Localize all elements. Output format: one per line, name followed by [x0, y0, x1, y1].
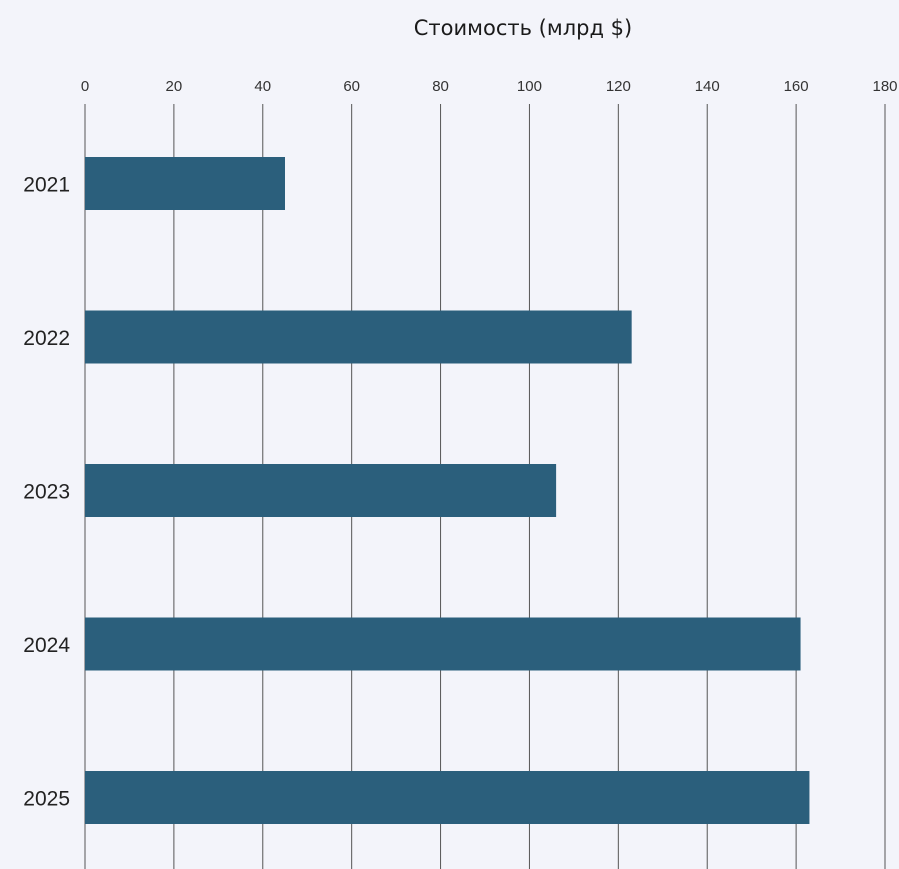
- y-axis-ticks: 2021 2022 2023 2024 2025: [23, 174, 70, 811]
- bars: [85, 157, 810, 824]
- y-tick-label: 2023: [23, 481, 70, 504]
- bar-2021: [85, 157, 285, 210]
- x-tick-label: 60: [343, 78, 360, 95]
- x-axis-title: Стоимость (млрд $): [414, 16, 632, 40]
- x-axis-ticks: 0 20 40 60 80 100 120 140 160 180: [81, 78, 898, 95]
- bar-2022: [85, 310, 632, 364]
- x-tick-label: 140: [695, 78, 720, 95]
- y-tick-label: 2022: [23, 327, 70, 350]
- x-tick-label: 160: [784, 78, 809, 95]
- bar-2025: [85, 771, 810, 824]
- x-tick-label: 120: [606, 78, 631, 95]
- bar-2024: [85, 617, 801, 671]
- y-tick-label: 2024: [23, 634, 70, 657]
- x-tick-label: 20: [166, 78, 183, 95]
- y-tick-label: 2021: [23, 174, 70, 197]
- y-tick-label: 2025: [23, 788, 70, 811]
- x-tick-label: 0: [81, 78, 89, 95]
- x-tick-label: 80: [432, 78, 449, 95]
- x-tick-label: 100: [517, 78, 542, 95]
- bar-2023: [85, 464, 557, 517]
- x-tick-label: 40: [254, 78, 271, 95]
- x-tick-label: 180: [872, 78, 897, 95]
